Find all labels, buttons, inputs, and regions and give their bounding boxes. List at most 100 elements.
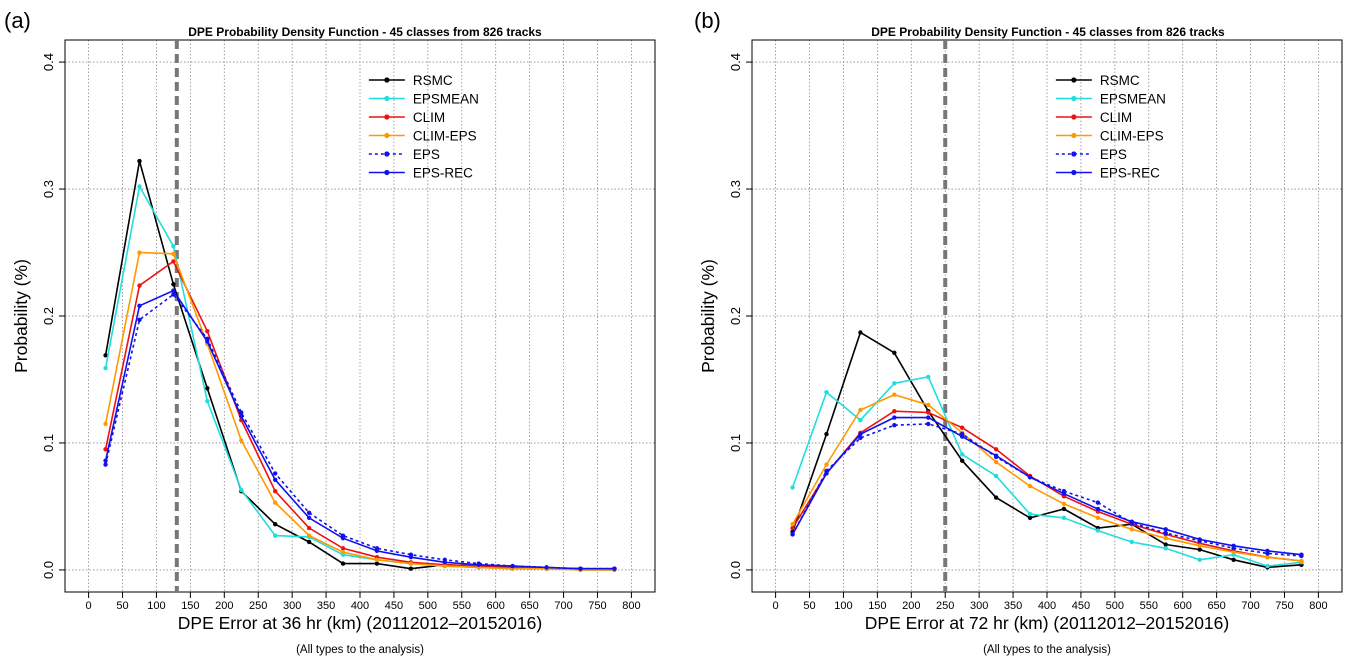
y-tick-label: 0.0 [728, 561, 743, 579]
data-point-clim-eps [926, 402, 931, 408]
legend-marker [1071, 151, 1077, 157]
data-point-clim-eps [858, 407, 863, 413]
legend-marker [1071, 95, 1077, 102]
data-point-rsmc [858, 330, 863, 335]
subcaption: (All types to the analysis) [296, 644, 424, 656]
data-point-clim [171, 259, 176, 264]
data-point-epsmean [959, 452, 965, 457]
data-point-clim [993, 447, 999, 452]
legend-marker [1071, 132, 1077, 139]
data-point-clim-eps [272, 500, 278, 505]
data-point-clim-eps [171, 251, 176, 256]
data-point-clim [790, 525, 795, 531]
x-tick-label: 650 [1207, 600, 1225, 612]
data-point-clim-eps [790, 522, 795, 527]
data-point-rsmc [171, 282, 176, 287]
data-point-eps [306, 510, 312, 515]
x-tick-label: 250 [249, 600, 267, 612]
x-tick-label: 150 [868, 600, 886, 612]
data-point-clim-eps [1061, 501, 1067, 507]
data-point-epsmean [993, 473, 999, 479]
data-point-clim-eps [408, 561, 414, 566]
x-tick-label: 550 [1140, 600, 1158, 612]
y-tick-label: 0.4 [41, 53, 56, 71]
data-point-eps-rec [1163, 527, 1168, 532]
data-point-clim [272, 489, 278, 494]
data-point-eps-rec [1265, 548, 1270, 554]
data-point-epsmean [1163, 546, 1168, 551]
data-point-eps [272, 471, 278, 476]
data-point-eps-rec [1197, 537, 1202, 542]
y-tick-label: 0.2 [41, 307, 56, 325]
legend-label: RSMC [413, 73, 453, 88]
legend-label: EPSMEAN [413, 92, 479, 107]
x-tick-label: 450 [1072, 600, 1090, 612]
x-tick-label: 400 [351, 600, 369, 612]
data-point-eps-rec [442, 560, 448, 565]
legend-label: EPS-REC [413, 166, 473, 181]
data-point-epsmean [790, 485, 795, 490]
data-point-epsmean [1197, 557, 1202, 562]
data-point-clim-eps [1265, 555, 1270, 560]
x-tick-label: 300 [283, 600, 301, 612]
data-point-eps-rec [959, 434, 965, 439]
data-point-eps-rec [544, 565, 549, 570]
data-point-eps [137, 317, 142, 323]
data-point-rsmc [1197, 547, 1202, 552]
data-point-eps [926, 421, 931, 427]
series-line-eps-rec [791, 416, 1302, 556]
x-tick-label: 400 [1038, 600, 1056, 612]
data-point-eps [103, 462, 108, 467]
chart-title: DPE Probability Density Function - 45 cl… [188, 25, 542, 39]
data-point-rsmc [1231, 557, 1236, 562]
data-point-eps-rec [137, 303, 142, 309]
x-tick-label: 350 [317, 600, 335, 612]
data-point-rsmc [1027, 515, 1033, 521]
x-tick-label: 500 [419, 600, 437, 612]
data-point-rsmc [340, 561, 346, 566]
data-point-epsmean [892, 381, 897, 386]
legend-label: EPSMEAN [1100, 92, 1166, 107]
x-tick-label: 100 [834, 600, 852, 612]
data-point-eps-rec [205, 339, 210, 344]
x-axis-label: DPE Error at 72 hr (km) (20112012–201520… [865, 613, 1229, 633]
legend-label: EPS [1100, 147, 1127, 162]
y-tick-label: 0.0 [41, 561, 56, 579]
data-point-eps [892, 422, 897, 428]
x-tick-label: 350 [1004, 600, 1022, 612]
data-point-eps-rec [993, 453, 999, 458]
x-tick-label: 800 [622, 600, 640, 612]
data-point-clim [959, 425, 965, 430]
legend-label: EPS-REC [1100, 166, 1160, 181]
data-point-eps-rec [374, 548, 380, 554]
data-point-eps-rec [510, 563, 515, 569]
data-point-eps-rec [1027, 475, 1033, 480]
chart-panel-a: 0 50 100 150 200 250 300 350 400 450 500 550 600 650 7… [4, 8, 656, 656]
data-point-clim-eps [103, 421, 108, 427]
data-point-epsmean [205, 398, 210, 404]
data-point-eps-rec [926, 415, 931, 420]
x-tick-label: 50 [116, 600, 128, 612]
data-point-epsmean [824, 389, 829, 395]
legend-marker [1071, 77, 1077, 83]
data-point-clim-eps [993, 459, 999, 465]
data-point-eps-rec [1299, 552, 1304, 557]
data-point-epsmean [239, 487, 244, 493]
legend-marker [384, 114, 390, 120]
data-point-clim-eps [1197, 543, 1202, 548]
data-point-eps-rec [612, 566, 617, 571]
data-point-epsmean [272, 533, 278, 538]
data-point-eps-rec [340, 535, 346, 541]
x-tick-label: 100 [147, 600, 165, 612]
x-tick-label: 750 [588, 600, 606, 612]
panel-label: (a) [4, 8, 31, 33]
data-point-rsmc [408, 566, 414, 571]
x-axis-label: DPE Error at 36 hr (km) (20112012–201520… [178, 613, 542, 633]
x-tick-label: 50 [803, 600, 815, 612]
y-tick-label: 0.3 [728, 180, 743, 198]
x-tick-label: 700 [554, 600, 572, 612]
x-tick-label: 200 [902, 600, 920, 612]
data-point-epsmean [1061, 515, 1067, 521]
